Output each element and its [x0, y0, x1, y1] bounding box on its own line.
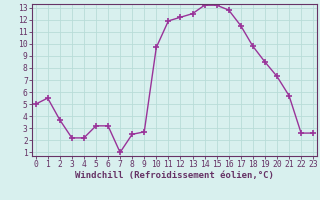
X-axis label: Windchill (Refroidissement éolien,°C): Windchill (Refroidissement éolien,°C) — [75, 171, 274, 180]
